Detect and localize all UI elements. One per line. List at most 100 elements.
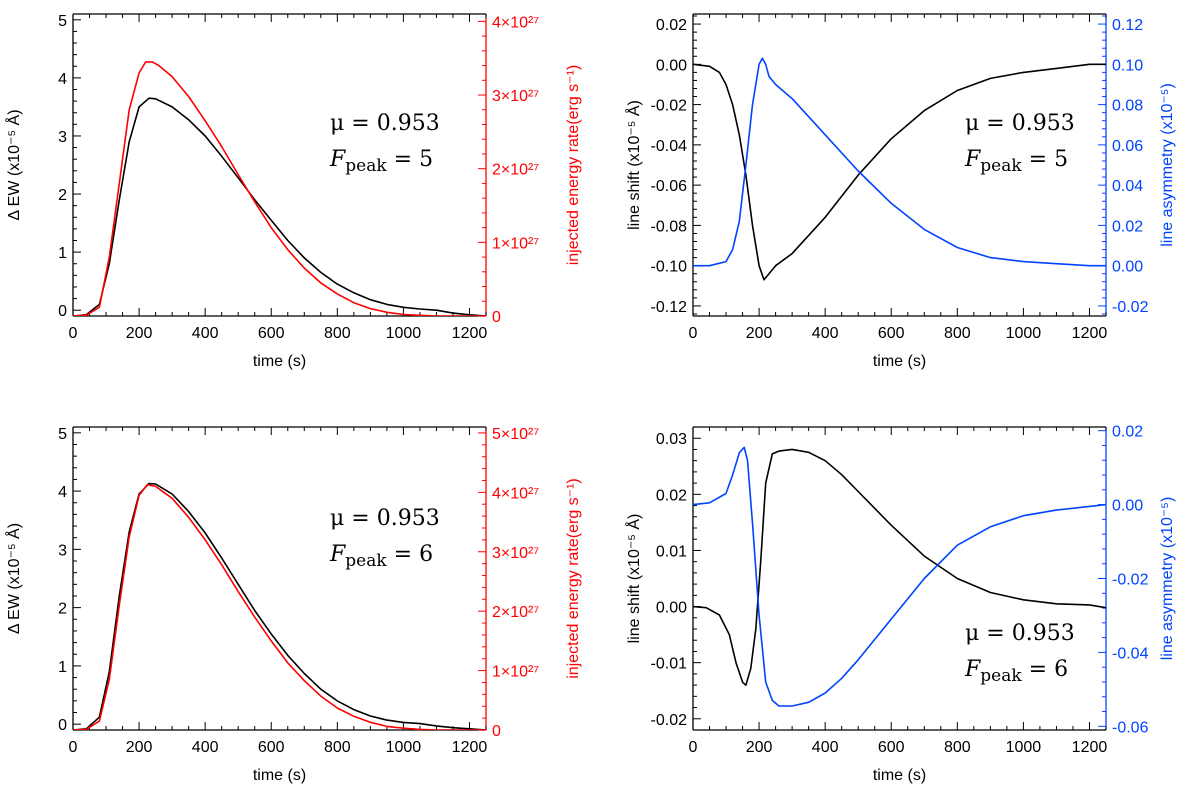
- annotation-f-val: = 5: [1022, 147, 1068, 172]
- y-tick-label: 3: [58, 129, 67, 146]
- chart-panel-4: 0 200 400 600 800 1000 1200 -0.02 -0.01 0.00 0.01 0…: [624, 424, 1176, 784]
- y2-axis-label: injected energy rate(erg s⁻¹): [565, 478, 582, 679]
- x-tick-label: 400: [192, 739, 219, 756]
- x-tick-label: 1000: [386, 325, 422, 342]
- annotation-mu: μ = 0.953: [965, 621, 1075, 646]
- y2-tick-label: -0.02: [1112, 299, 1149, 316]
- x-tick-label: 1000: [386, 739, 422, 756]
- x-tick-label: 600: [878, 739, 905, 756]
- x-tick-label: 1200: [452, 325, 488, 342]
- annotation-f-val: = 6: [387, 542, 433, 567]
- x-axis-label: time (s): [873, 353, 926, 370]
- annotation-f-sub: peak: [345, 551, 387, 571]
- x-tick-label: 1200: [1072, 325, 1108, 342]
- y-tick-label: 3: [58, 542, 67, 559]
- y2-tick-label: 2×10²⁷: [492, 162, 539, 179]
- y2-tick-label: 0.00: [1112, 259, 1143, 276]
- series-line-right: [693, 446, 1106, 707]
- y-tick-label: -0.08: [651, 218, 688, 235]
- y-axis-label: line shift (x10⁻⁵ Å): [624, 100, 643, 230]
- y-axis-label: Δ EW (x10⁻⁵ Å): [4, 523, 23, 634]
- annotation-fpeak: Fpeak = 5: [329, 147, 433, 176]
- chart-panel-1: 0 200 400 600 800 1000 120001234501×10²⁷2×10²⁷…: [4, 13, 582, 370]
- y2-tick-label: 4×10²⁷: [492, 485, 539, 502]
- x-tick-label: 600: [258, 325, 285, 342]
- series-line-right: [73, 483, 486, 730]
- y-tick-label: 5: [58, 13, 67, 30]
- x-tick-label: 400: [192, 325, 219, 342]
- series-line-right: [693, 57, 1106, 267]
- y-tick-label: -0.01: [651, 656, 688, 673]
- x-tick-label: 0: [69, 739, 78, 756]
- y-tick-label: 0: [58, 717, 67, 734]
- annotation-f: F: [964, 147, 981, 172]
- x-tick-label: 0: [689, 325, 698, 342]
- y2-tick-label: 3×10²⁷: [492, 545, 539, 562]
- annotation-fpeak: Fpeak = 6: [964, 657, 1068, 686]
- x-tick-label: 200: [126, 325, 153, 342]
- y2-tick-label: 4×10²⁷: [492, 14, 539, 31]
- y2-tick-label: 0: [492, 723, 501, 740]
- x-axis-label: time (s): [253, 767, 306, 784]
- x-tick-label: 800: [324, 739, 351, 756]
- annotation-f: F: [329, 542, 346, 567]
- y-tick-label: 1: [58, 245, 67, 262]
- y-tick-label: 5: [58, 426, 67, 443]
- y-tick-label: 4: [58, 71, 67, 88]
- y2-tick-label: 0.00: [1112, 498, 1143, 515]
- y2-tick-label: 0.02: [1112, 424, 1143, 441]
- annotation-f-sub: peak: [345, 156, 387, 176]
- x-axis-label: time (s): [253, 353, 306, 370]
- x-tick-label: 200: [126, 739, 153, 756]
- y-tick-label: 0.01: [656, 543, 687, 560]
- y2-axis-label: injected energy rate(erg s⁻¹): [565, 65, 582, 266]
- x-tick-label: 200: [746, 739, 773, 756]
- annotation-f-sub: peak: [980, 156, 1022, 176]
- annotation-mu: μ = 0.953: [965, 111, 1075, 136]
- y-tick-label: 0.00: [656, 600, 687, 617]
- x-axis-label: time (s): [873, 767, 926, 784]
- y2-tick-label: -0.02: [1112, 572, 1149, 589]
- y2-tick-label: -0.04: [1112, 645, 1149, 662]
- y2-tick-label: 0.10: [1112, 57, 1143, 74]
- y-tick-label: -0.06: [651, 178, 688, 195]
- y2-tick-label: 0.06: [1112, 138, 1143, 155]
- annotation-fpeak: Fpeak = 6: [329, 542, 433, 571]
- chart-panel-3: 0 200 400 600 800 1000 120001234501×10²⁷2×10²⁷…: [4, 426, 582, 784]
- y2-tick-label: 3×10²⁷: [492, 88, 539, 105]
- x-tick-label: 800: [944, 325, 971, 342]
- y2-axis-label: line asymmetry (x10⁻⁵): [1159, 83, 1176, 247]
- x-tick-label: 600: [878, 325, 905, 342]
- y2-tick-label: 1×10²⁷: [492, 235, 539, 252]
- x-tick-label: 1200: [452, 739, 488, 756]
- y-tick-label: 0.02: [656, 487, 687, 504]
- annotation-f-val: = 5: [387, 147, 433, 172]
- series-line-left: [73, 482, 486, 730]
- y2-tick-label: -0.06: [1112, 719, 1149, 736]
- y2-tick-label: 2×10²⁷: [492, 604, 539, 621]
- y2-tick-label: 0: [492, 309, 501, 326]
- y-tick-label: 2: [58, 601, 67, 618]
- series-line-right: [73, 61, 486, 316]
- y-tick-label: 2: [58, 187, 67, 204]
- annotation-f: F: [964, 657, 981, 682]
- x-tick-label: 200: [746, 325, 773, 342]
- annotation-mu: μ = 0.953: [330, 111, 440, 136]
- chart-panel-2: 0 200 400 600 800 1000 1200 -0.12 -0.10 -0.08 -0.0…: [624, 13, 1176, 370]
- series-line-left: [73, 97, 486, 316]
- y-tick-label: 0.03: [656, 431, 687, 448]
- y2-tick-label: 0.04: [1112, 178, 1143, 195]
- x-tick-label: 600: [258, 739, 285, 756]
- series-line-left: [693, 63, 1106, 281]
- x-tick-label: 400: [812, 325, 839, 342]
- series-line-left: [693, 448, 1106, 686]
- y-tick-label: -0.10: [651, 259, 688, 276]
- y-tick-label: -0.12: [651, 299, 688, 316]
- annotation-f-sub: peak: [980, 666, 1022, 686]
- y2-tick-label: 0.08: [1112, 98, 1143, 115]
- y-tick-label: -0.02: [651, 712, 688, 729]
- y-axis-label: Δ EW (x10⁻⁵ Å): [4, 109, 23, 220]
- y-tick-label: 0: [58, 303, 67, 320]
- y2-tick-label: 0.12: [1112, 17, 1143, 34]
